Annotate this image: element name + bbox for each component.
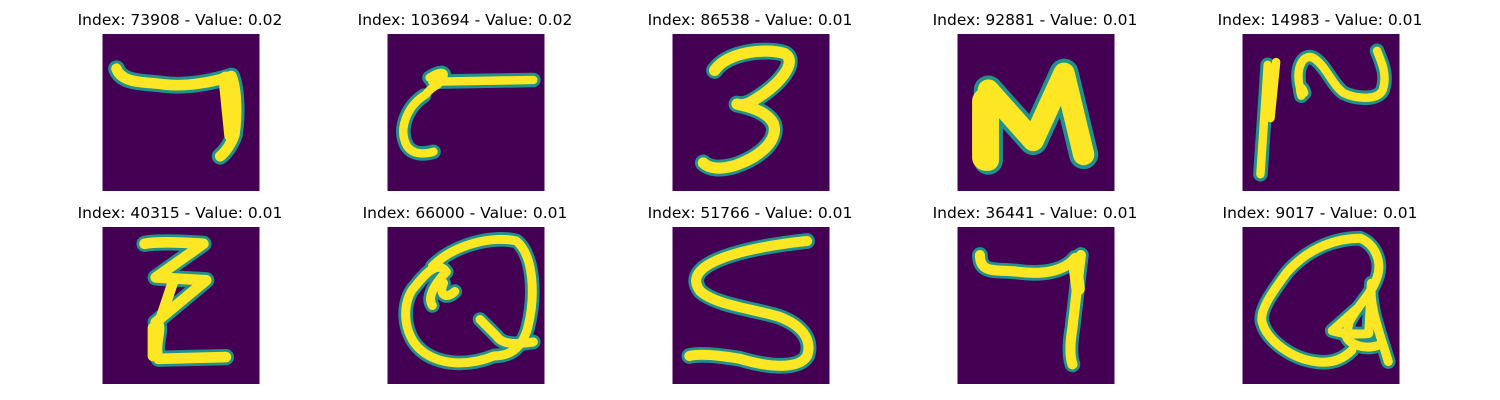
digit-image xyxy=(672,227,830,384)
digit-image xyxy=(387,227,545,384)
panel-title: Index: 86538 - Value: 0.01 xyxy=(647,11,853,29)
digit-image xyxy=(387,34,545,191)
panel-title: Index: 92881 - Value: 0.01 xyxy=(932,11,1138,29)
panel-title: Index: 36441 - Value: 0.01 xyxy=(932,204,1138,222)
digit-image xyxy=(102,34,260,191)
panel-title: Index: 103694 - Value: 0.02 xyxy=(357,11,573,29)
panel-title: Index: 51766 - Value: 0.01 xyxy=(647,204,853,222)
digit-image xyxy=(672,34,830,191)
panel-title: Index: 14983 - Value: 0.01 xyxy=(1217,11,1423,29)
digit-image xyxy=(957,34,1115,191)
digit-image xyxy=(1242,34,1400,191)
panel-title: Index: 40315 - Value: 0.01 xyxy=(77,204,283,222)
digit-image xyxy=(1242,227,1400,384)
panel-title: Index: 9017 - Value: 0.01 xyxy=(1222,204,1418,222)
panel-title: Index: 66000 - Value: 0.01 xyxy=(362,204,568,222)
panel-title: Index: 73908 - Value: 0.02 xyxy=(77,11,283,29)
digit-image xyxy=(957,227,1115,384)
digit-image xyxy=(102,227,260,384)
